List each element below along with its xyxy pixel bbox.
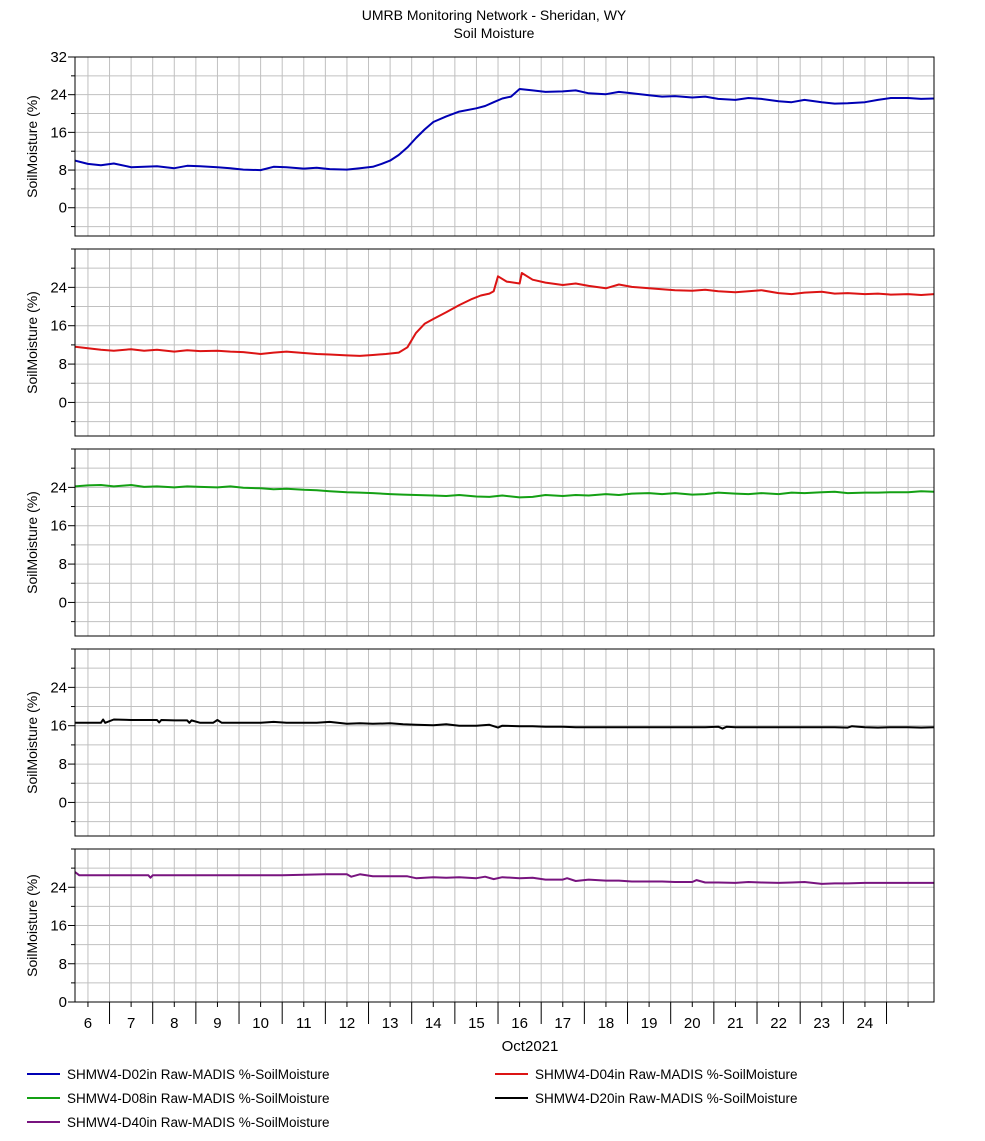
plot-frame: [74, 56, 935, 237]
y-axis-label: SoilMoisture (%): [24, 491, 40, 594]
x-tick-label: 15: [468, 1015, 485, 1032]
y-tick-label: 16: [50, 318, 67, 335]
x-tick-label: 14: [425, 1015, 442, 1032]
legend-label: SHMW4-D20in Raw-MADIS %-SoilMoisture: [535, 1091, 798, 1106]
y-tick-label: 0: [59, 200, 67, 217]
legend-item: SHMW4-D02in Raw-MADIS %-SoilMoisture: [27, 1067, 330, 1082]
y-tick-label: 16: [50, 918, 67, 935]
y-tick-label: 8: [59, 556, 67, 573]
legend-item: SHMW4-D04in Raw-MADIS %-SoilMoisture: [495, 1067, 798, 1082]
x-tick-label: 22: [770, 1015, 787, 1032]
y-tick-label: 24: [50, 679, 67, 696]
legend-item: SHMW4-D40in Raw-MADIS %-SoilMoisture: [27, 1115, 330, 1130]
y-tick-label: 0: [59, 394, 67, 411]
x-tick-label: 7: [127, 1015, 135, 1032]
chart-subtitle: Soil Moisture: [454, 25, 535, 41]
x-tick-label: 6: [84, 1015, 92, 1032]
legend-label: SHMW4-D04in Raw-MADIS %-SoilMoisture: [535, 1067, 798, 1082]
y-tick-label: 8: [59, 756, 67, 773]
x-axis-label: Oct2021: [502, 1038, 559, 1055]
x-tick-label: 18: [598, 1015, 615, 1032]
legend-label: SHMW4-D02in Raw-MADIS %-SoilMoisture: [67, 1067, 330, 1082]
legend-item: SHMW4-D08in Raw-MADIS %-SoilMoisture: [27, 1091, 330, 1106]
plot-frame: [74, 448, 935, 637]
plot-frame: [74, 848, 935, 1003]
legend-label: SHMW4-D08in Raw-MADIS %-SoilMoisture: [67, 1091, 330, 1106]
x-tick-label: 11: [296, 1015, 312, 1032]
y-tick-label: 24: [50, 879, 67, 896]
x-axis: 6 7 8 9 10 11 12 13 14 15 16 17 18 19 20 21 22 23 24: [84, 1002, 909, 1032]
x-tick-label: 12: [339, 1015, 356, 1032]
series-line: [75, 871, 934, 885]
chart-title: UMRB Monitoring Network - Sheridan, WY: [362, 7, 627, 23]
grid: [75, 649, 934, 836]
x-tick-label: 10: [252, 1015, 269, 1032]
x-tick-label: 24: [857, 1015, 874, 1032]
series-line: [75, 88, 934, 172]
plot-frame: [74, 648, 935, 837]
y-tick-label: 24: [50, 87, 67, 104]
x-tick-label: 20: [684, 1015, 701, 1032]
grid: [75, 849, 934, 1002]
x-tick-label: 13: [382, 1015, 399, 1032]
panel-5: 0 8 16 24 SoilMoisture (%): [24, 848, 935, 1011]
legend-item: SHMW4-D20in Raw-MADIS %-SoilMoisture: [495, 1091, 798, 1106]
y-tick-label: 0: [59, 594, 67, 611]
series-line: [75, 484, 934, 499]
panels: 0 8 16 24 32 SoilMoisture (%) 0 8 16 24 SoilMoistu…: [24, 49, 935, 1011]
grid: [75, 57, 934, 236]
y-tick-label: 16: [50, 718, 67, 735]
x-tick-label: 17: [554, 1015, 571, 1032]
y-tick-label: 16: [50, 518, 67, 535]
x-tick-label: 9: [213, 1015, 221, 1032]
y-axis-label: SoilMoisture (%): [24, 291, 40, 394]
y-tick-label: 8: [59, 162, 67, 179]
y-tick-label: 32: [50, 49, 67, 66]
y-tick-label: 8: [59, 956, 67, 973]
x-tick-label: 16: [511, 1015, 528, 1032]
y-axis-label: SoilMoisture (%): [24, 874, 40, 977]
panel-1: 0 8 16 24 32 SoilMoisture (%): [24, 49, 935, 237]
series-line: [75, 272, 934, 357]
grid: [75, 449, 934, 636]
x-tick-label: 23: [813, 1015, 830, 1032]
grid: [75, 249, 934, 436]
x-tick-label: 8: [170, 1015, 178, 1032]
y-axis-label: SoilMoisture (%): [24, 95, 40, 198]
panel-2: 0 8 16 24 SoilMoisture (%): [24, 248, 935, 437]
y-tick-label: 0: [59, 794, 67, 811]
y-tick-label: 24: [50, 479, 67, 496]
plot-frame: [74, 248, 935, 437]
y-tick-label: 8: [59, 356, 67, 373]
legend: SHMW4-D02in Raw-MADIS %-SoilMoisture SHMW…: [27, 1067, 798, 1130]
x-tick-label: 19: [641, 1015, 658, 1032]
y-tick-label: 16: [50, 124, 67, 141]
y-tick-label: 24: [50, 279, 67, 296]
x-tick-label: 21: [727, 1015, 744, 1032]
y-axis-label: SoilMoisture (%): [24, 691, 40, 794]
panel-3: 0 8 16 24 SoilMoisture (%): [24, 448, 935, 637]
y-tick-label: 0: [59, 994, 67, 1011]
legend-label: SHMW4-D40in Raw-MADIS %-SoilMoisture: [67, 1115, 330, 1130]
panel-4: 0 8 16 24 SoilMoisture (%): [24, 648, 935, 837]
series-line: [75, 718, 934, 730]
